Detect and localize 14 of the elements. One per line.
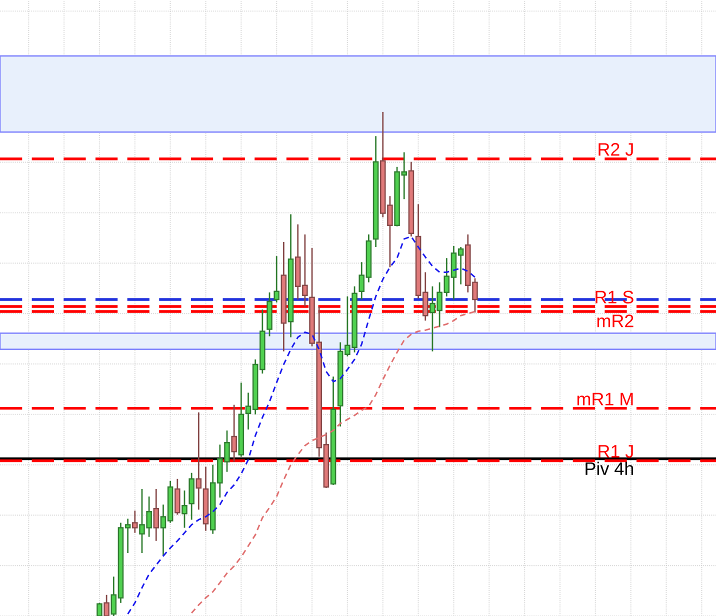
candlestick (153, 488, 160, 542)
ref-line-label: R1 S (596, 290, 634, 304)
ref-line-label: mR2 (597, 314, 634, 328)
ref-line-label: R1 J (598, 445, 633, 458)
candlestick (132, 510, 138, 534)
candlestick (174, 478, 180, 516)
ref-line-label: mR1 M (577, 392, 633, 406)
candlestick (96, 602, 102, 616)
candlestick (274, 255, 280, 304)
candlestick (231, 404, 237, 462)
candlestick (182, 490, 188, 528)
candlestick (196, 412, 202, 510)
ref-line-label: R2 J (598, 143, 633, 156)
ref-line-label: Piv 4h (586, 462, 634, 475)
